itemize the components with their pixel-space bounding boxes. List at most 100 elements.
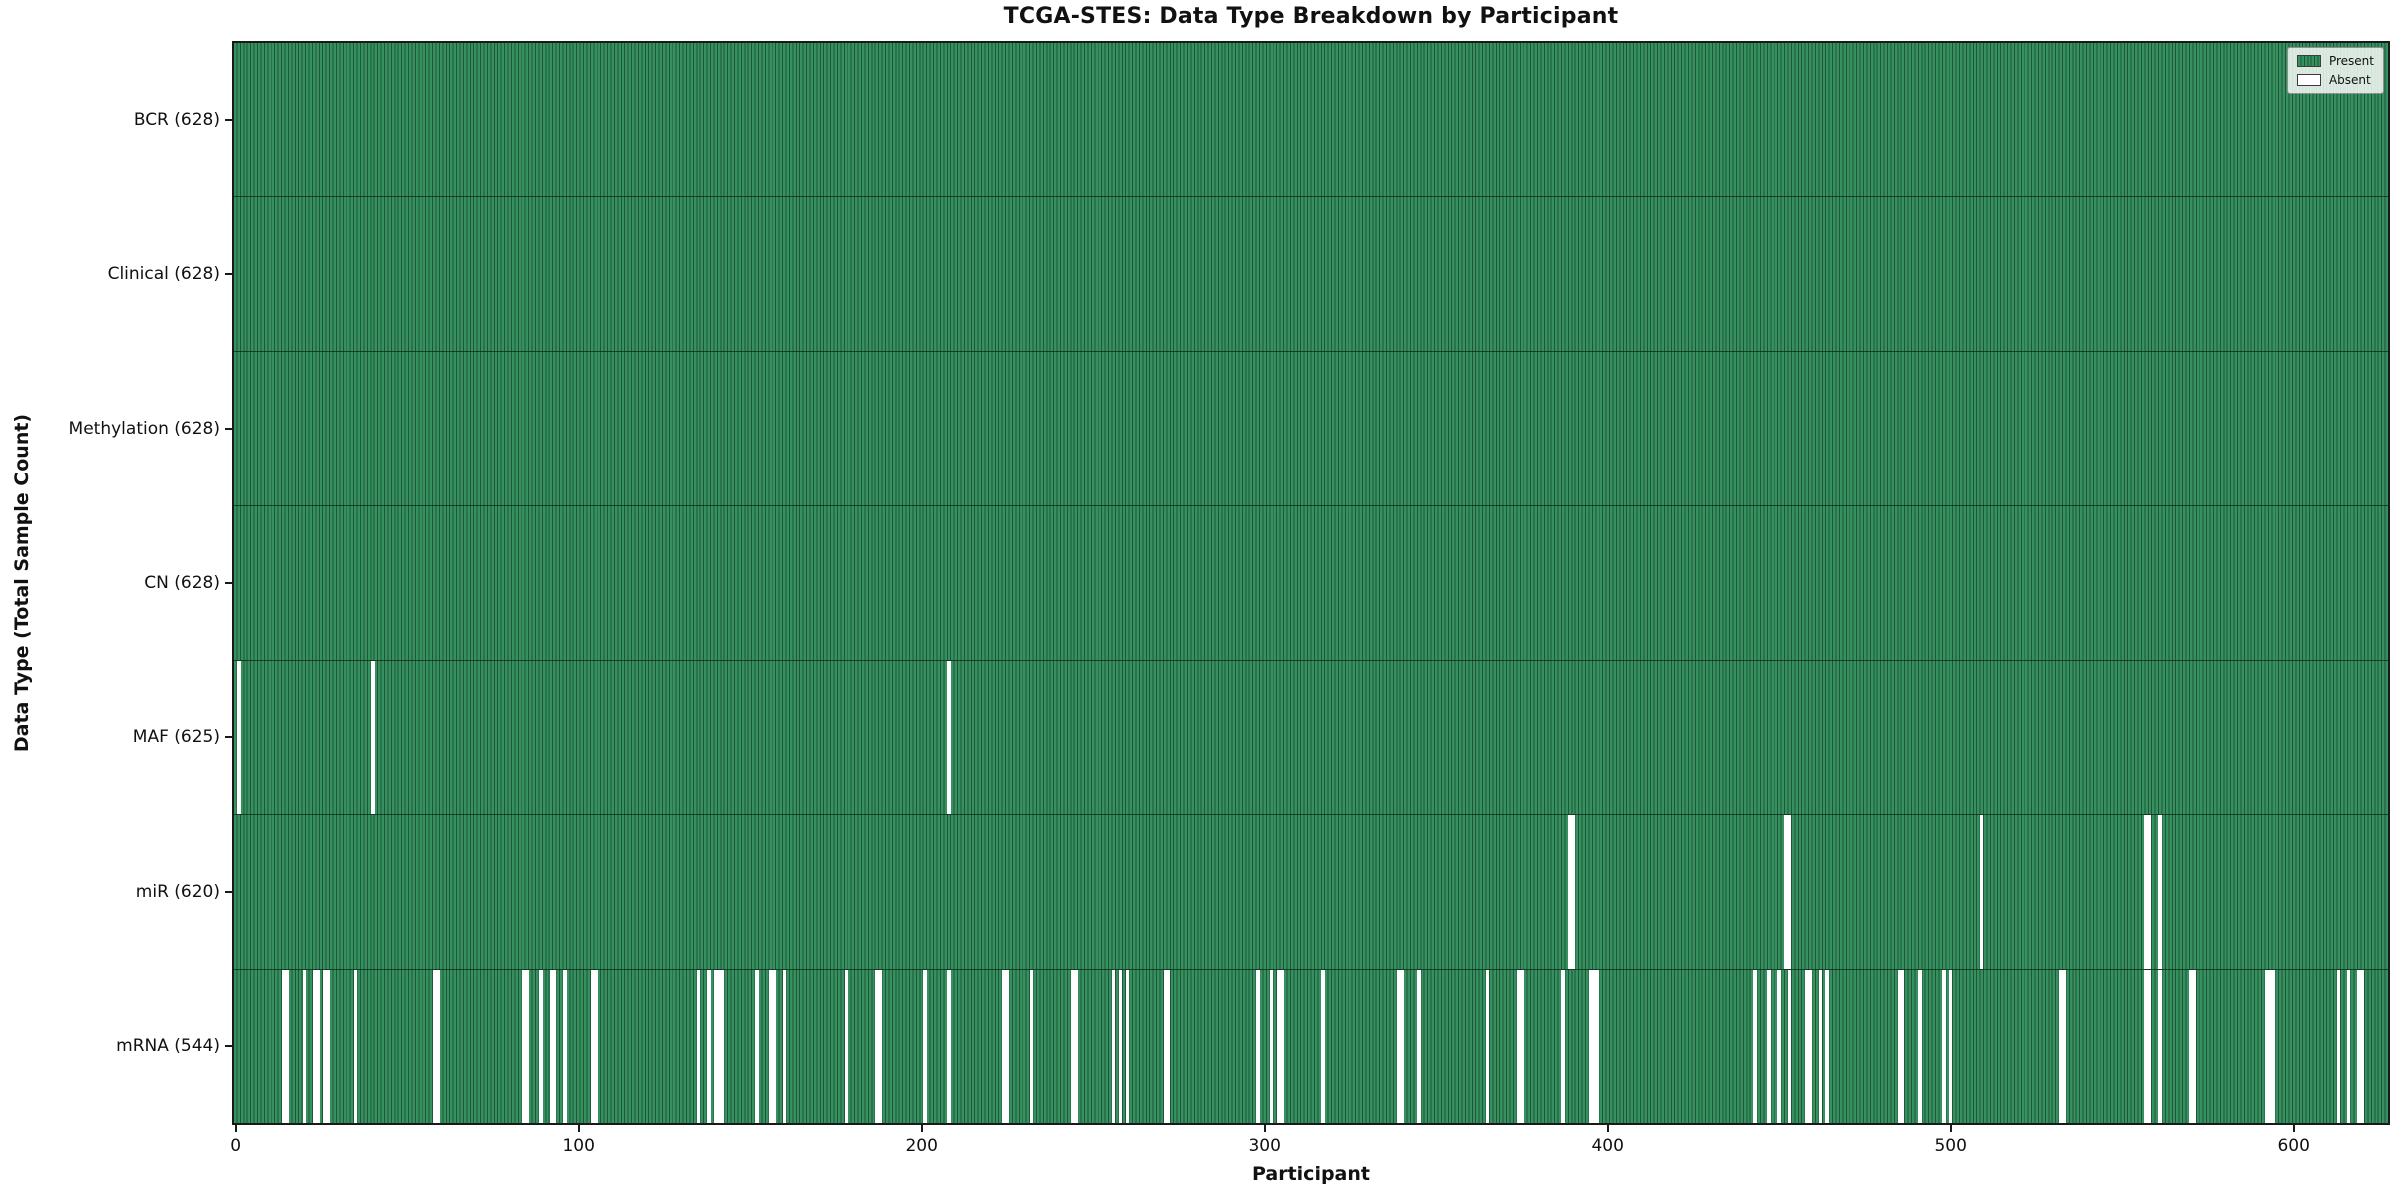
legend-entry-absent: Absent [2296,73,2374,87]
absent-gap [2144,815,2152,969]
x-tick-mark [1606,1125,1609,1132]
absent-gap [697,969,701,1123]
chart-title: TCGA-STES: Data Type Breakdown by Partic… [1003,4,1619,29]
absent-gap [1979,815,1984,969]
absent-gap [1595,969,1600,1123]
absent-gap [1588,969,1596,1123]
absent-gap [2346,969,2351,1123]
x-tick-label: 400 [1591,1136,1624,1156]
absent-gap [769,969,776,1123]
row-band-mir [234,815,2388,970]
absent-gap [1818,969,1823,1123]
absent-gap [1417,969,1421,1123]
absent-gap [312,969,320,1123]
legend-entry-present: Present [2296,54,2374,68]
row-band-maf [234,660,2388,816]
absent-gap [1125,969,1130,1123]
absent-gap [1784,815,1792,969]
absent-gap [1029,969,1034,1123]
absent-gap [875,969,883,1123]
absent-gap [2144,969,2152,1123]
absent-gap [1942,969,1946,1123]
absent-gap [1516,969,1524,1123]
absent-gap [323,969,331,1123]
absent-gap [563,969,567,1123]
absent-gap [282,969,289,1123]
row-band-bcr [234,43,2388,198]
absent-gap [1276,969,1284,1123]
absent-gap [714,969,722,1123]
y-tick-label: Methylation (628) [68,418,220,439]
x-tick-label: 100 [562,1136,595,1156]
absent-gap [2336,969,2340,1123]
absent-gap [1777,969,1781,1123]
absent-gap [1118,969,1123,1123]
x-tick-mark [234,1125,237,1132]
absent-gap [923,969,927,1123]
absent-gap [2058,969,2066,1123]
legend-absent-label: Absent [2328,73,2371,87]
absent-gap [2271,969,2275,1123]
y-tick-label: mRNA (544) [116,1035,220,1056]
absent-gap [1163,969,1171,1123]
y-tick-mark [225,890,232,893]
y-tick-mark [225,582,232,584]
absent-gap [782,969,787,1123]
absent-gap [432,969,440,1123]
row-band-clinical [234,197,2388,352]
plot-area [232,41,2390,1125]
absent-gap [2158,815,2162,969]
row-band-methylation [234,351,2388,507]
absent-gap [1112,969,1116,1123]
absent-gap [1753,969,1757,1123]
absent-gap [1918,969,1922,1123]
y-tick-mark [225,119,232,122]
x-tick-mark [1949,1125,1952,1132]
y-tick-mark [225,273,232,276]
absent-gap [1804,969,1812,1123]
y-tick-label: BCR (628) [133,110,220,131]
x-tick-mark [2292,1125,2295,1132]
row-band-cn [234,506,2388,661]
x-tick-mark [920,1125,923,1132]
y-tick-label: MAF (625) [132,727,220,748]
x-tick-label: 0 [230,1136,242,1156]
absent-gap [1568,815,1576,969]
absent-gap [1948,969,1953,1123]
absent-gap [539,969,543,1123]
x-tick-label: 200 [905,1136,938,1156]
absent-gap [1256,969,1260,1123]
legend: Present Absent [2286,47,2384,94]
row-band-mrna [234,969,2388,1123]
absent-gap [354,969,358,1123]
absent-gap [522,969,529,1123]
absent-gap [2189,969,2196,1123]
x-tick-label: 500 [1934,1136,1967,1156]
absent-gap [844,969,848,1123]
absent-gap [2158,969,2162,1123]
legend-present-label: Present [2328,54,2374,68]
y-tick-label: CN (628) [144,573,220,593]
x-axis-label: Participant [1251,1163,1370,1185]
absent-swatch-icon [2296,74,2321,86]
y-tick-label: miR (620) [135,881,220,902]
y-tick-mark [225,427,232,430]
present-swatch-icon [2296,55,2321,67]
absent-gap [1002,969,1010,1123]
x-tick-mark [1263,1125,1266,1132]
absent-gap [1561,969,1565,1123]
absent-gap [947,969,951,1123]
absent-gap [2264,969,2272,1123]
absent-gap [1269,969,1274,1123]
absent-gap [1767,969,1771,1123]
absent-gap [237,660,241,815]
absent-gap [1321,969,1325,1123]
absent-gap [549,969,557,1123]
absent-gap [2357,969,2364,1123]
absent-gap [371,660,375,815]
absent-gap [1787,969,1792,1123]
absent-gap [1825,969,1829,1123]
y-tick-label: Clinical (628) [107,264,220,285]
absent-gap [302,969,307,1123]
